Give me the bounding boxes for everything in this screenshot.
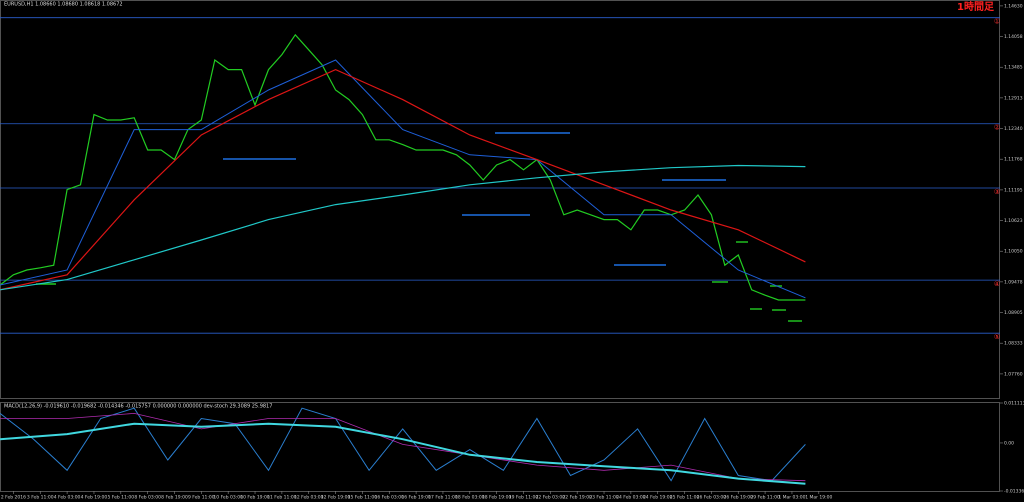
y-tick-label: 1.10623: [1004, 218, 1023, 224]
x-tick-label: 23 Feb 11:00: [589, 495, 619, 501]
y-tick-label: 1.11195: [1004, 187, 1023, 193]
x-tick-label: 5 Feb 11:00: [107, 495, 134, 501]
x-tick-label: 2 Feb 2016: [1, 495, 26, 501]
macd-frame: [0, 402, 1000, 492]
level-label: ①: [994, 18, 1000, 26]
y-tick-label: 0.00: [1004, 440, 1014, 446]
x-tick-label: 3 Feb 11:00: [27, 495, 54, 501]
y-tick-label: 0.011113: [1004, 401, 1024, 407]
y-tick-label: 1.13485: [1004, 65, 1023, 71]
x-tick-label: 18 Feb 03:00: [455, 495, 485, 501]
level-label: ⑤: [994, 333, 1000, 341]
y-tick-label: 1.12340: [1004, 126, 1023, 132]
x-tick-label: 24 Feb 03:00: [616, 495, 646, 501]
y-tick-label: 1.11768: [1004, 157, 1023, 163]
x-tick-label: 18 Feb 19:00: [482, 495, 512, 501]
level-label: ④: [994, 280, 1000, 288]
level-label: ③: [994, 188, 1000, 196]
y-tick-label: -0.013365: [1004, 489, 1024, 495]
timeframe-badge: 1時間足: [957, 0, 995, 13]
price-frame: [0, 0, 1000, 399]
x-tick-label: 1 Mar 03:00: [778, 495, 805, 501]
y-tick-label: 1.10050: [1004, 249, 1023, 255]
x-tick-label: 1 Mar 19:00: [805, 495, 832, 501]
x-tick-label: 22 Feb 03:00: [536, 495, 566, 501]
y-tick-label: 1.08905: [1004, 310, 1023, 316]
x-tick-label: 25 Feb 11:00: [670, 495, 700, 501]
x-tick-label: 8 Feb 19:00: [161, 495, 188, 501]
x-tick-label: 4 Feb 19:00: [81, 495, 108, 501]
x-tick-label: 10 Feb 19:00: [240, 495, 270, 501]
series-line: [0, 422, 806, 485]
series-line: [0, 68, 806, 291]
y-tick-label: 1.14058: [1004, 34, 1023, 40]
y-tick-label: 1.14630: [1004, 3, 1023, 9]
y-tick-label: 1.12913: [1004, 95, 1023, 101]
y-tick-label: 1.09478: [1004, 279, 1023, 285]
x-tick-label: 15 Feb 11:00: [348, 495, 378, 501]
x-tick-label: 10 Feb 03:00: [213, 495, 243, 501]
series-line: [0, 164, 806, 291]
level-label: ②: [994, 124, 1000, 132]
x-tick-label: 22 Feb 19:00: [562, 495, 592, 501]
indicator-title: MACD(12,26,9) -0.019610 -0.019682 -0.014…: [4, 404, 272, 410]
x-tick-label: 9 Feb 11:00: [188, 495, 215, 501]
series-line: [0, 412, 806, 482]
x-tick-label: 16 Feb 03:00: [374, 495, 404, 501]
x-tick-label: 19 Feb 11:00: [509, 495, 539, 501]
chart-title: EURUSD,H1 1.08660 1.08680 1.08618 1.0867…: [4, 2, 123, 8]
series-line: [0, 407, 806, 482]
x-tick-label: 4 Feb 03:00: [54, 495, 81, 501]
x-tick-label: 26 Feb 19:00: [723, 495, 753, 501]
x-tick-label: 17 Feb 11:00: [428, 495, 458, 501]
y-tick-label: 1.08333: [1004, 341, 1023, 347]
x-tick-label: 11 Feb 11:00: [267, 495, 297, 501]
x-tick-label: 29 Feb 11:00: [750, 495, 780, 501]
x-tick-label: 24 Feb 19:00: [643, 495, 673, 501]
y-tick-label: 1.07760: [1004, 371, 1023, 377]
x-tick-label: 26 Feb 03:00: [697, 495, 727, 501]
series-line: [0, 59, 806, 299]
x-tick-label: 16 Feb 19:00: [401, 495, 431, 501]
x-tick-label: 12 Feb 03:00: [294, 495, 324, 501]
x-tick-label: 8 Feb 03:00: [134, 495, 161, 501]
x-tick-label: 12 Feb 19:00: [321, 495, 351, 501]
